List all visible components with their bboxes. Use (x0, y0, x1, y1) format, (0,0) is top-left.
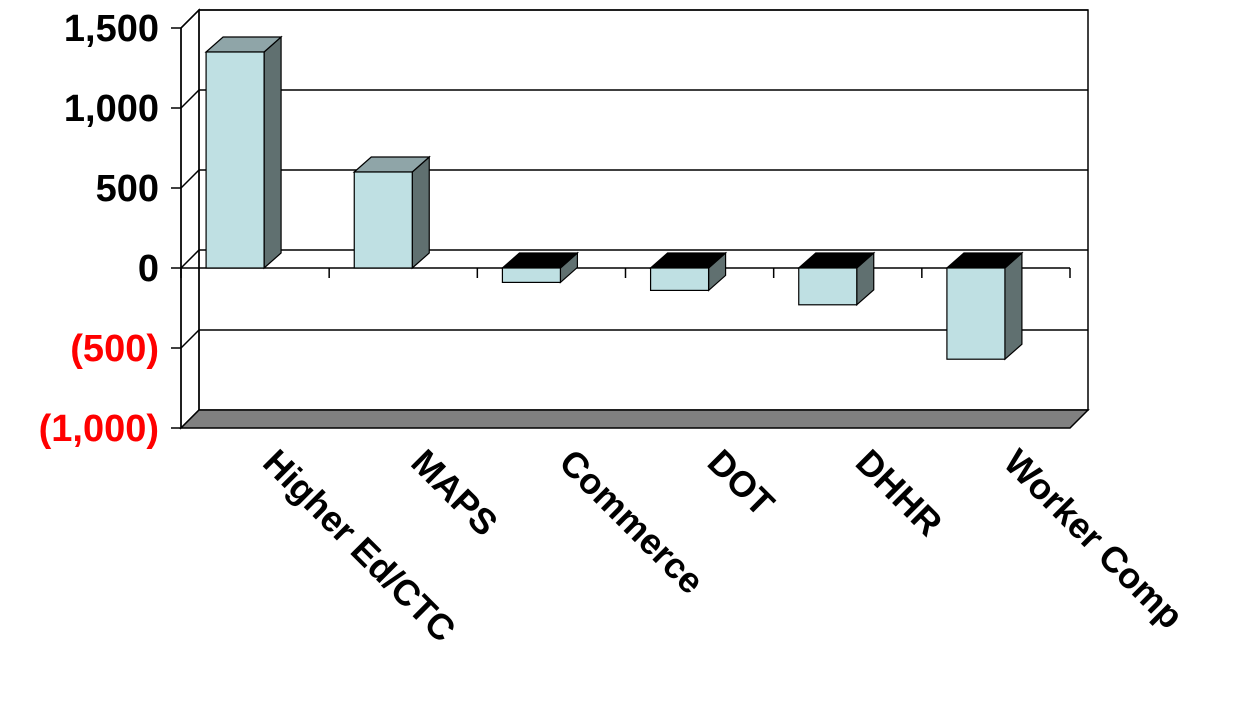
y-tick-label: (1,000) (39, 408, 159, 450)
bar (204, 35, 283, 270)
y-axis-tick-labels: 1,500 1,000 500 0 (500) (1,000) (39, 8, 159, 450)
x-category-label: Commerce (552, 441, 713, 602)
y-tick-label: 1,500 (64, 8, 159, 50)
x-category-label: Worker Comp (996, 441, 1191, 636)
bar-front-face (353, 171, 413, 269)
x-category-label: DOT (700, 441, 783, 524)
bar-front-face (501, 267, 562, 283)
bar-series (204, 35, 1024, 361)
gridlines (180, 9, 1088, 349)
bar (352, 155, 431, 270)
chart-walls (180, 8, 1089, 430)
gridline (180, 329, 1088, 349)
axes (171, 27, 1071, 429)
bar-side-face (1004, 251, 1023, 361)
bar-front-face (798, 267, 858, 306)
bar (648, 251, 728, 292)
side-wall (180, 8, 200, 430)
bar (945, 251, 1024, 361)
bar (797, 251, 876, 307)
y-tick-label: 1,000 (64, 88, 159, 130)
gridline (180, 89, 1088, 109)
gridline (180, 9, 1088, 29)
gridline (180, 169, 1088, 189)
chart-floor (179, 409, 1090, 429)
bar-side-face (411, 155, 430, 270)
bar-side-face (263, 35, 282, 270)
gridline (180, 249, 1088, 269)
y-tick-label: (500) (70, 328, 159, 370)
bar-front-face (205, 51, 265, 269)
x-category-label: MAPS (403, 441, 506, 544)
bar (500, 251, 580, 284)
x-category-label: DHHR (848, 441, 951, 544)
floor-plane (179, 409, 1090, 429)
bar-front-face (649, 267, 710, 291)
y-tick-label: 500 (96, 168, 159, 210)
y-tick-label: 0 (138, 248, 159, 290)
bar-front-face (946, 267, 1006, 360)
